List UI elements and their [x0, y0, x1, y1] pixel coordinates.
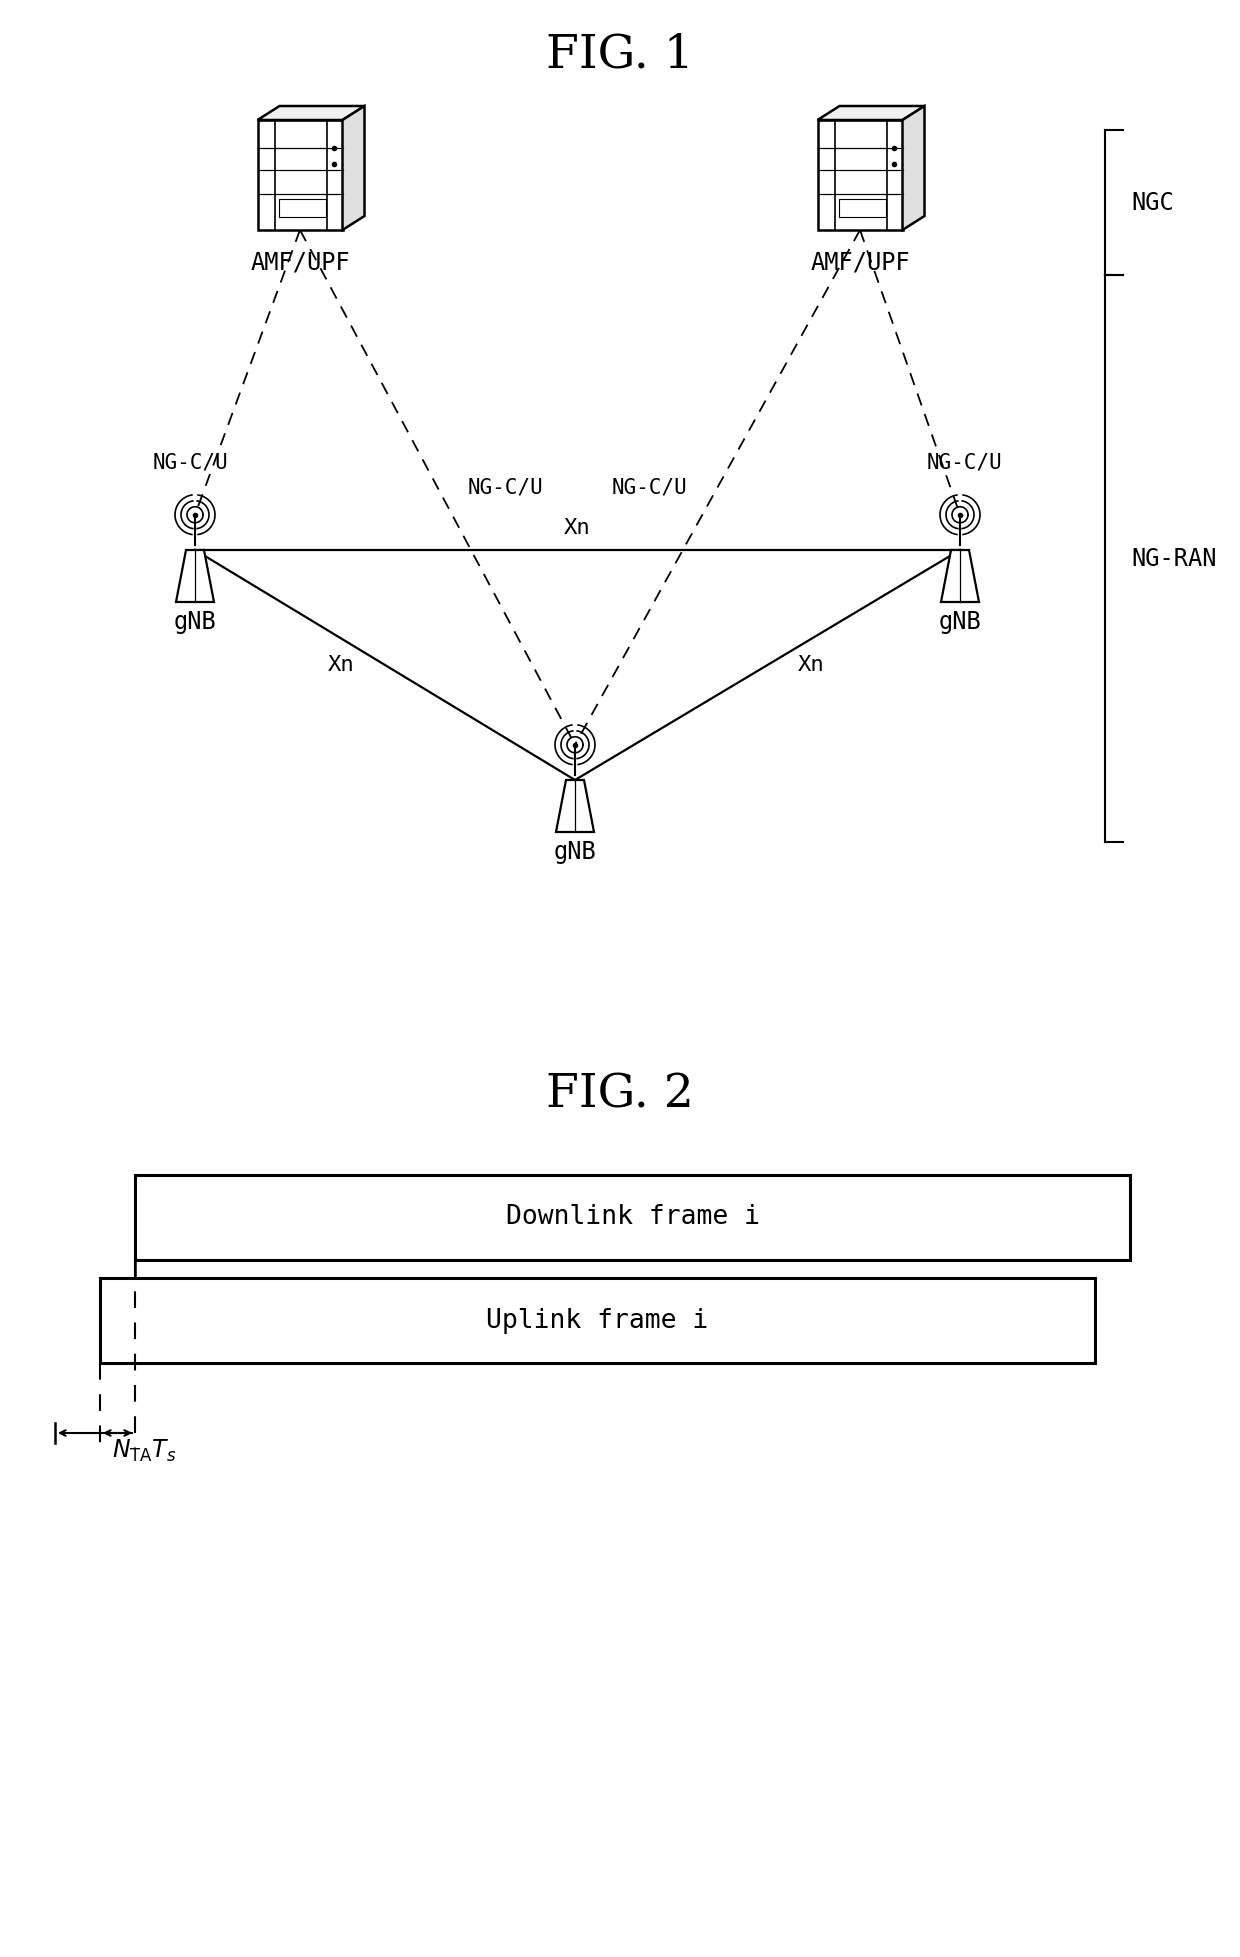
Polygon shape — [903, 106, 925, 231]
Text: gNB: gNB — [939, 611, 981, 634]
Text: NGC: NGC — [1131, 190, 1174, 215]
Polygon shape — [556, 781, 594, 832]
Text: FIG. 2: FIG. 2 — [546, 1072, 694, 1117]
Polygon shape — [342, 106, 365, 231]
Text: $N_{\rm TA}T_s$: $N_{\rm TA}T_s$ — [112, 1438, 176, 1464]
Polygon shape — [176, 550, 215, 603]
Text: gNB: gNB — [553, 840, 596, 863]
Text: NG-C/U: NG-C/U — [611, 478, 687, 497]
Polygon shape — [258, 106, 365, 119]
Text: NG-RAN: NG-RAN — [1131, 546, 1216, 571]
Polygon shape — [817, 106, 925, 119]
Polygon shape — [258, 119, 342, 231]
Text: Xn: Xn — [797, 656, 825, 675]
Polygon shape — [279, 200, 325, 217]
Polygon shape — [838, 200, 885, 217]
Text: Xn: Xn — [564, 519, 591, 538]
Text: Downlink frame i: Downlink frame i — [506, 1204, 759, 1231]
Text: AMF/UPF: AMF/UPF — [810, 250, 910, 274]
Text: NG-C/U: NG-C/U — [928, 452, 1003, 472]
Text: NG-C/U: NG-C/U — [153, 452, 228, 472]
Text: NG-C/U: NG-C/U — [467, 478, 543, 497]
Text: FIG. 1: FIG. 1 — [546, 33, 694, 78]
Text: AMF/UPF: AMF/UPF — [250, 250, 350, 274]
Polygon shape — [941, 550, 980, 603]
Text: Xn: Xn — [329, 656, 355, 675]
Text: gNB: gNB — [174, 611, 216, 634]
Polygon shape — [817, 119, 903, 231]
Text: Uplink frame i: Uplink frame i — [486, 1307, 708, 1333]
